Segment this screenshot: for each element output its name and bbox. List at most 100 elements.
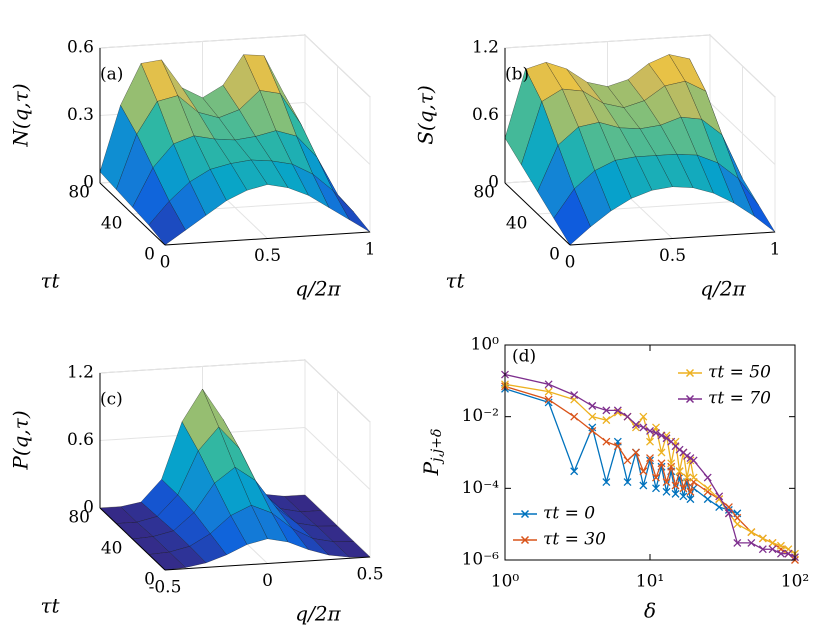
marker: [703, 495, 712, 504]
marker: [768, 538, 777, 547]
marker: [675, 445, 684, 454]
z-tick-label: 1.2: [67, 363, 94, 383]
marker: [602, 406, 611, 415]
marker: [683, 473, 691, 482]
marker: [544, 395, 553, 404]
y-tick-label: 40: [101, 539, 123, 559]
marker: [657, 431, 666, 440]
marker: [602, 437, 611, 446]
surface-cell: [148, 200, 186, 246]
marker: [662, 478, 671, 486]
marker: [686, 456, 695, 465]
x-tick-label: 0.5: [254, 246, 281, 266]
x-tick-label: 0.5: [659, 246, 686, 266]
marker: [724, 505, 733, 514]
x-axis-label: q/2π: [295, 277, 341, 301]
axis-line: [99, 507, 166, 571]
marker: [631, 420, 640, 429]
marker: [776, 541, 785, 550]
marker: [646, 437, 654, 446]
z-axis-label: S(q,τ): [414, 85, 438, 145]
y-axis-label: τt: [445, 269, 465, 293]
marker: [703, 487, 712, 496]
x-tick-label: -0.5: [149, 578, 182, 598]
z-axis-label: N(q,τ): [9, 83, 33, 147]
marker: [686, 495, 695, 504]
marker: [703, 484, 712, 493]
legend-label: τt = 50: [708, 363, 771, 383]
y-tick-label: 10⁻²: [462, 406, 499, 426]
x-tick-label: 0: [262, 571, 273, 591]
x-axis-label: q/2π: [700, 277, 746, 301]
axis-line: [569, 231, 776, 246]
z-tick-label: 0.3: [67, 105, 94, 125]
marker: [776, 549, 785, 558]
marker: [686, 487, 695, 496]
z-tick-label: 0: [83, 173, 94, 193]
marker: [733, 520, 742, 529]
panel-label: (a): [100, 65, 123, 85]
marker: [631, 448, 640, 457]
marker: [652, 429, 660, 437]
marker: [623, 412, 632, 421]
marker: [667, 462, 676, 471]
marker: [662, 487, 671, 496]
marker: [667, 459, 676, 468]
marker: [639, 481, 648, 490]
marker: [679, 492, 688, 501]
z-tick-label: 1.2: [472, 38, 499, 58]
legend-label: τt = 30: [543, 530, 606, 550]
marker: [570, 412, 579, 421]
axis-line: [504, 182, 571, 246]
x-tick-label: 10⁰: [491, 572, 520, 592]
marker: [747, 528, 756, 537]
marker: [570, 467, 579, 476]
marker: [733, 538, 742, 547]
y-tick-label: 80: [473, 183, 495, 203]
marker: [544, 398, 553, 407]
marker: [623, 478, 632, 486]
z-axis-label: P(q,τ): [9, 410, 33, 470]
marker: [588, 426, 597, 435]
x-tick-label: 1: [365, 240, 376, 260]
y-tick-label: 0: [144, 245, 155, 265]
x-tick-label: 0: [160, 253, 171, 273]
marker: [602, 478, 611, 486]
y-tick-label: 10⁻⁶: [462, 550, 500, 570]
marker: [652, 484, 660, 493]
z-tick-label: 0.6: [67, 38, 94, 58]
z-tick-label: 0.6: [472, 105, 499, 125]
y-axis-label: τt: [40, 269, 60, 293]
axis-line: [99, 182, 166, 246]
y-tick-label: 40: [101, 214, 123, 234]
legend-box: [509, 498, 627, 556]
x-tick-label: 10²: [781, 572, 809, 592]
y-tick-label: 0: [549, 245, 560, 265]
legend-marker: [520, 509, 530, 519]
x-axis-label: q/2π: [295, 602, 341, 626]
marker: [679, 484, 688, 493]
marker: [639, 467, 648, 476]
marker: [570, 391, 579, 400]
z-tick-label: 0: [488, 173, 499, 193]
y-axis-label: τt: [40, 594, 60, 618]
marker: [544, 380, 553, 389]
panel-label: (b): [505, 65, 529, 85]
y-tick-label: 40: [506, 214, 528, 234]
marker: [652, 473, 660, 482]
x-tick-label: 0.5: [356, 565, 383, 585]
marker: [588, 401, 597, 410]
marker: [715, 492, 724, 501]
marker: [646, 454, 654, 463]
marker: [544, 387, 553, 396]
legend-label: τt = 70: [708, 389, 771, 409]
marker: [671, 489, 680, 498]
marker: [768, 545, 777, 554]
legend-marker: [685, 394, 695, 404]
marker: [662, 434, 671, 443]
marker: [671, 481, 680, 490]
marker: [675, 467, 684, 476]
x-axis-label: δ: [644, 599, 656, 623]
legend-marker: [685, 368, 695, 378]
